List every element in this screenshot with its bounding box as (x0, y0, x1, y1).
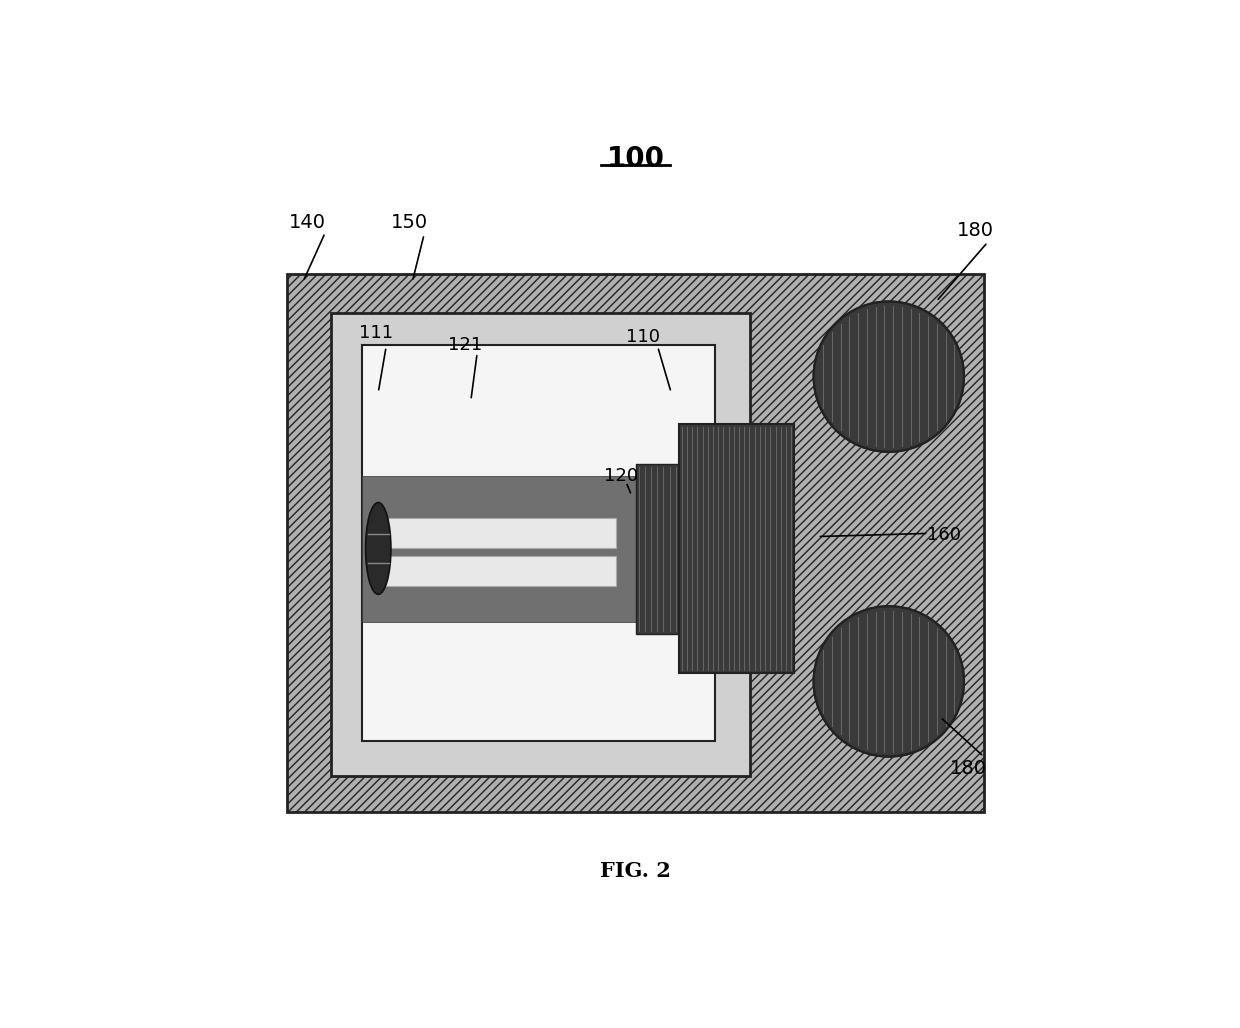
Text: 140: 140 (289, 213, 326, 231)
Text: 111: 111 (358, 324, 393, 342)
Text: FIG. 2: FIG. 2 (600, 861, 671, 881)
Text: 100: 100 (606, 145, 665, 173)
Bar (362, 345, 714, 741)
Text: 121: 121 (448, 336, 482, 354)
Ellipse shape (366, 503, 391, 594)
Text: 120: 120 (604, 467, 639, 484)
Text: 150: 150 (392, 213, 429, 231)
Text: 110: 110 (626, 328, 661, 346)
Bar (362, 476, 671, 622)
Bar (635, 464, 680, 634)
Circle shape (813, 607, 963, 757)
Bar (288, 273, 983, 812)
Bar (378, 555, 616, 586)
Bar (378, 517, 616, 548)
Text: 180: 180 (957, 221, 994, 240)
Text: 160: 160 (928, 526, 961, 544)
Bar (680, 425, 794, 673)
Bar (331, 314, 750, 776)
Text: 180: 180 (950, 759, 987, 778)
Circle shape (813, 301, 963, 452)
